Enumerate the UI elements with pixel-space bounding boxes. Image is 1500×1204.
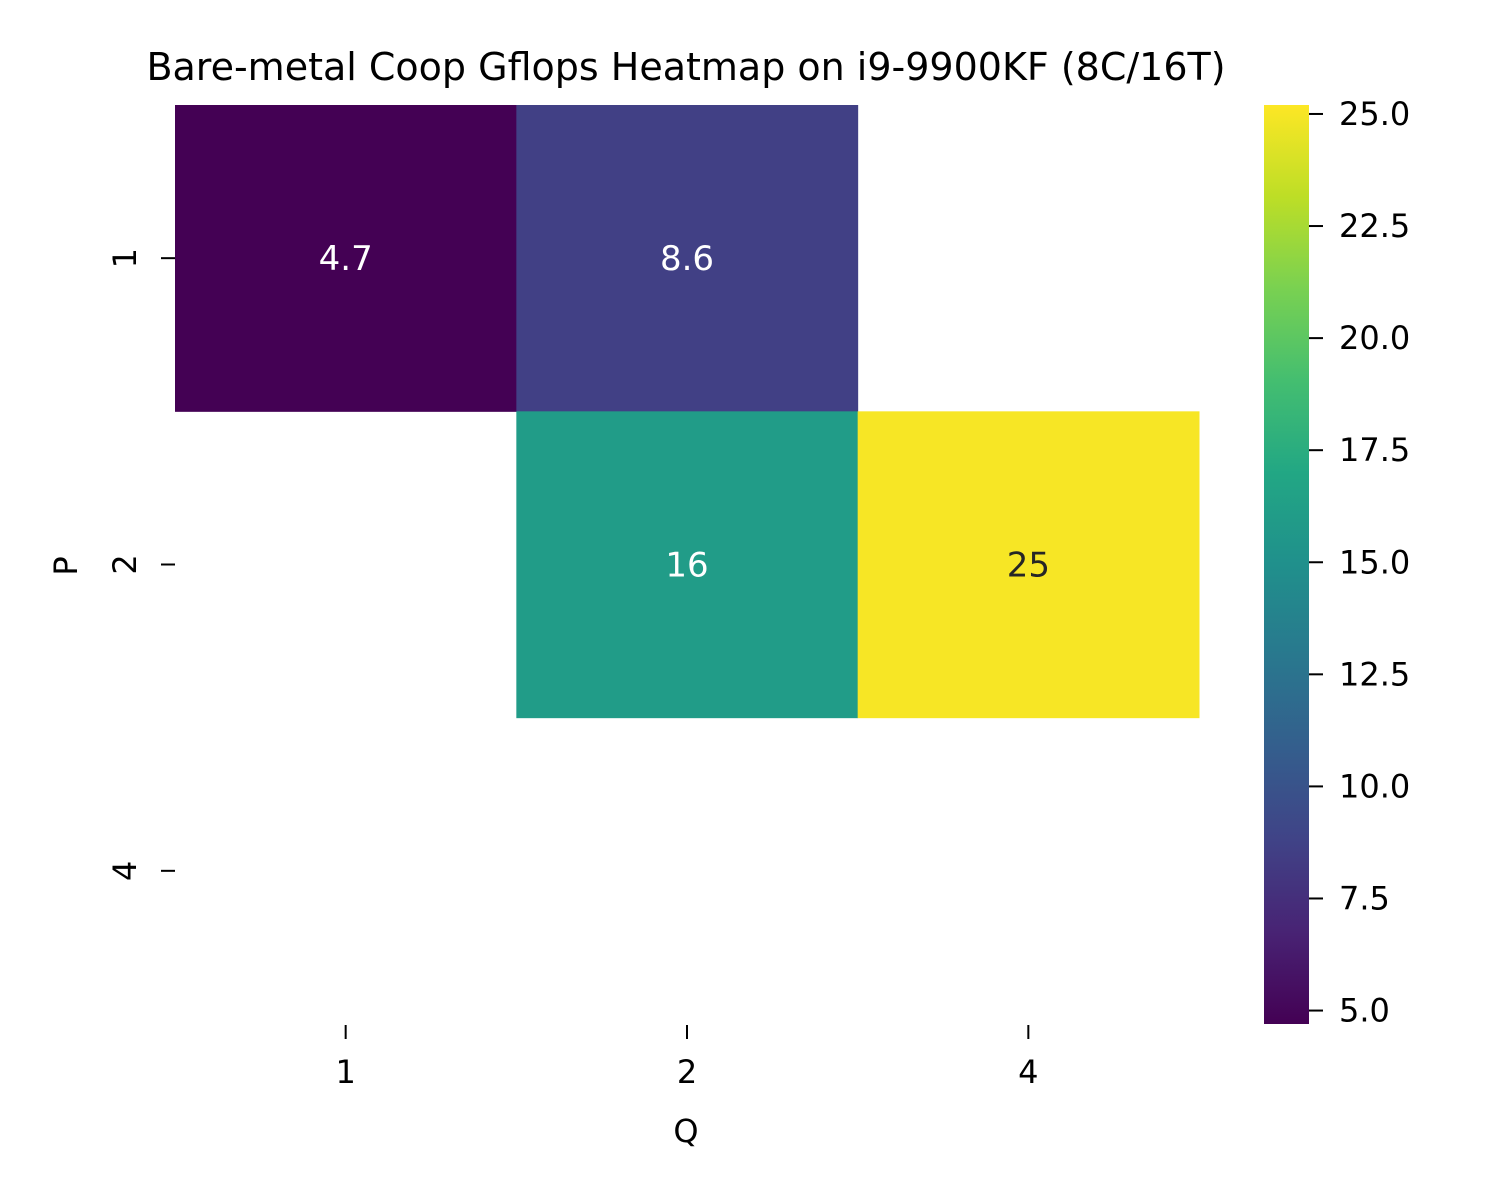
y-axis: 1 2 4 <box>106 248 175 881</box>
x-tick-label: 1 <box>335 1053 355 1091</box>
y-axis-label: P <box>47 556 85 575</box>
heatmap-cell-value: 8.6 <box>660 239 714 279</box>
colorbar-tick-label: 7.5 <box>1339 879 1390 917</box>
colorbar-tick-label: 20.0 <box>1339 319 1410 357</box>
colorbar-tick-label: 5.0 <box>1339 992 1390 1030</box>
x-axis-label: Q <box>673 1112 698 1150</box>
heatmap-cell-value: 25 <box>1007 546 1050 586</box>
heatmap-cell <box>516 105 859 412</box>
heatmap-cell-labels: 4.7 8.6 16 25 <box>319 239 1050 585</box>
x-tick-label: 2 <box>677 1053 697 1091</box>
y-tick-label: 1 <box>106 248 144 268</box>
heatmap-cells <box>175 105 1200 719</box>
y-tick-label: 2 <box>106 554 144 574</box>
x-tick-label: 4 <box>1018 1053 1038 1091</box>
heatmap-cell-value: 4.7 <box>319 239 373 279</box>
y-tick-label: 4 <box>106 861 144 881</box>
colorbar-tick-label: 12.5 <box>1339 655 1410 693</box>
heatmap-cell <box>175 105 517 412</box>
colorbar <box>1264 105 1309 1024</box>
colorbar-tick-label: 22.5 <box>1339 207 1410 245</box>
x-axis: 1 2 4 <box>335 1025 1039 1091</box>
colorbar-tick-label: 17.5 <box>1339 431 1410 469</box>
colorbar-ticks: 5.0 7.5 10.0 12.5 15.0 17.5 20.0 22.5 25.0 <box>1309 95 1410 1030</box>
heatmap-cell <box>857 411 1200 719</box>
heatmap-cell-value: 16 <box>665 546 708 586</box>
heatmap-cell <box>516 411 859 719</box>
colorbar-tick-label: 15.0 <box>1339 543 1410 581</box>
colorbar-tick-label: 10.0 <box>1339 767 1410 805</box>
colorbar-gradient <box>1264 105 1309 1024</box>
chart-title: Bare-metal Coop Gflops Heatmap on i9-990… <box>146 45 1225 89</box>
colorbar-tick-label: 25.0 <box>1339 95 1410 133</box>
